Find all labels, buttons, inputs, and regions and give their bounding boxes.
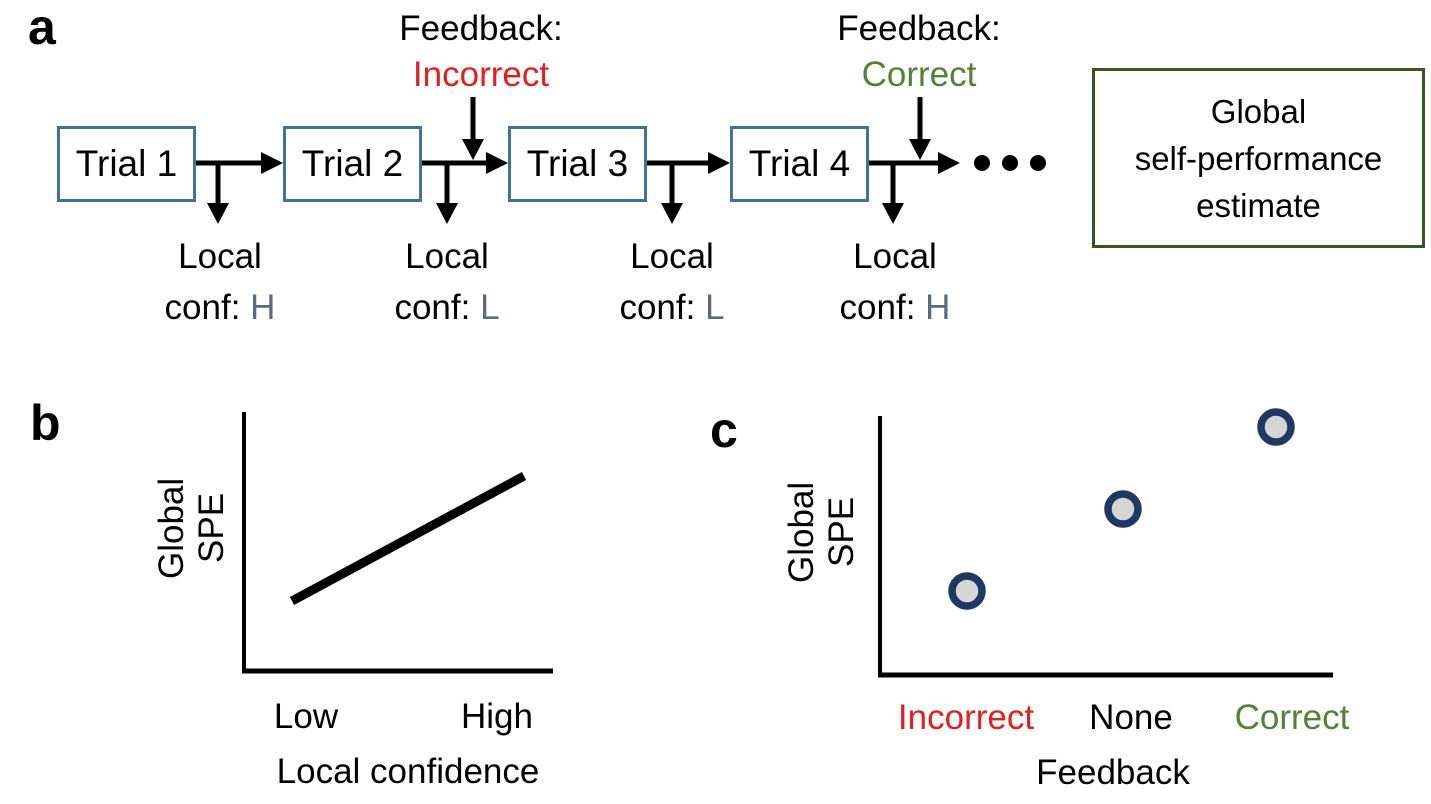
conf-value: H: [925, 288, 951, 327]
feedback-value-correct: Correct: [861, 55, 977, 94]
local-confidence-line2: conf: L: [619, 282, 724, 333]
local-confidence-3: Local conf: L: [619, 231, 724, 333]
panel-b-y-axis-label: Global SPE: [152, 477, 231, 579]
panel-c-label: c: [710, 402, 738, 458]
data-point-incorrect: [948, 572, 986, 610]
local-confidence-line1: Local: [853, 237, 937, 276]
local-confidence-line2: conf: H: [840, 282, 951, 333]
local-confidence-2: Local conf: L: [394, 231, 499, 333]
conf-prefix: conf:: [394, 288, 481, 327]
global-box-line2: self-performance: [1134, 139, 1383, 177]
data-point-none: [1104, 490, 1142, 528]
local-confidence-line1: Local: [178, 237, 262, 276]
panel-b-x-axis-label: Local confidence: [276, 752, 540, 791]
data-points: [948, 408, 1295, 610]
ellipsis-dots-icon: [974, 155, 1046, 171]
trial-box-4: Trial 4: [730, 126, 869, 202]
local-confidence-line1: Local: [405, 237, 489, 276]
trial-box-1: Trial 1: [57, 126, 196, 202]
panel-b-label: b: [30, 395, 61, 451]
conf-prefix: conf:: [619, 288, 706, 327]
data-point-correct: [1257, 408, 1295, 446]
panel-c-x-axis-label: Feedback: [1036, 753, 1190, 792]
conf-value: H: [250, 288, 276, 327]
local-confidence-line2: conf: L: [394, 282, 499, 333]
local-confidence-1: Local conf: H: [165, 231, 276, 333]
panel-c-axes: [878, 416, 1333, 678]
feedback-title: Feedback:: [399, 9, 563, 48]
trial-label: Trial 1: [75, 143, 178, 184]
flow-arrow: [196, 152, 960, 174]
panel-b-axes: [242, 412, 553, 674]
panel-c-tick-correct: Correct: [1234, 698, 1350, 737]
conf-value: L: [480, 288, 500, 327]
trial-label: Trial 2: [301, 143, 404, 184]
panel-c-y-axis-label: Global SPE: [782, 481, 861, 583]
conf-prefix: conf:: [839, 288, 926, 327]
panel-a-label: a: [28, 0, 56, 55]
local-confidence-line1: Local: [630, 237, 714, 276]
global-box-line3: estimate: [1196, 186, 1321, 224]
conf-prefix: conf:: [164, 288, 251, 327]
feedback-title: Feedback:: [837, 9, 1001, 48]
trial-box-2: Trial 2: [283, 126, 422, 202]
trial-box-3: Trial 3: [508, 126, 647, 202]
trial-label: Trial 3: [526, 143, 629, 184]
global-estimate-box: Global self-performance estimate: [1092, 68, 1425, 248]
trial-label: Trial 4: [748, 143, 851, 184]
conf-value: L: [705, 288, 725, 327]
panel-b-tick-high: High: [461, 697, 533, 736]
feedback-value-incorrect: Incorrect: [412, 55, 550, 94]
panel-b-tick-low: Low: [273, 697, 339, 736]
confidence-arrow: [207, 161, 904, 224]
local-confidence-line2: conf: H: [165, 282, 276, 333]
feedback-arrow: [462, 97, 931, 160]
trend-line: [289, 472, 527, 605]
local-confidence-4: Local conf: H: [840, 231, 951, 333]
global-box-line1: Global: [1210, 92, 1307, 130]
panel-c-tick-none: None: [1089, 698, 1173, 737]
feedback-event-incorrect: Feedback: Incorrect: [399, 6, 562, 98]
panel-c-tick-incorrect: Incorrect: [897, 698, 1035, 737]
feedback-event-correct: Feedback: Correct: [837, 6, 1000, 98]
